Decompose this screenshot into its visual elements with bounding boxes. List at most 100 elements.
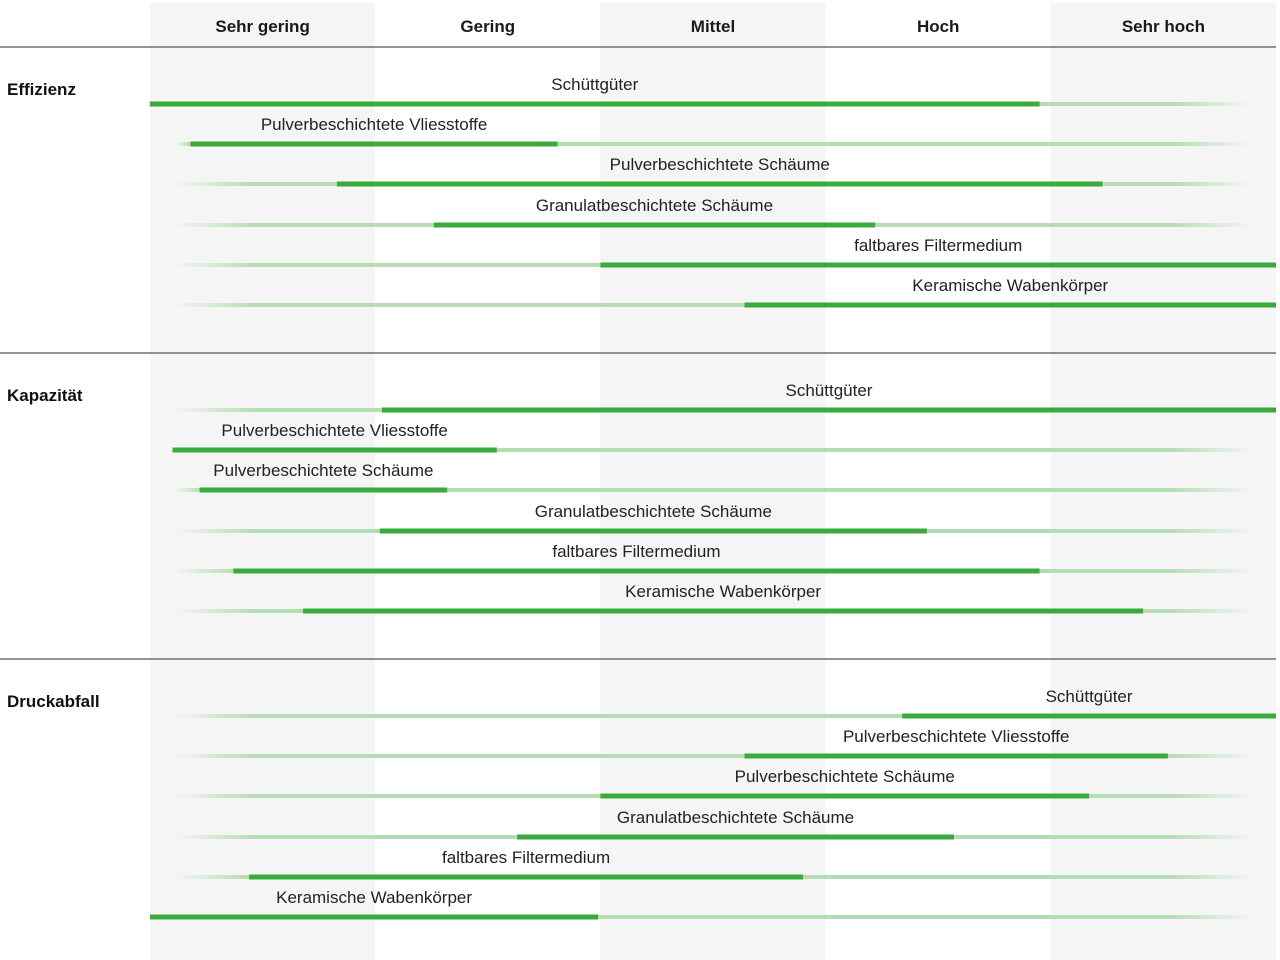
track-fade-left (175, 182, 255, 186)
track-right (926, 529, 1171, 533)
track-fade-right (1171, 794, 1251, 798)
track-fade-left (175, 875, 250, 879)
track-fade-left (175, 263, 255, 267)
range-label: Pulverbeschichtete Vliesstoffe (221, 421, 447, 440)
track-fade-right (1171, 142, 1251, 146)
track-left (255, 609, 304, 613)
range-label: Granulatbeschichtete Schäume (535, 502, 772, 521)
track-right (598, 915, 1171, 919)
track-fade-left (175, 529, 255, 533)
range-bar (744, 302, 1276, 308)
track-fade-left (175, 488, 200, 492)
range-bar (517, 834, 954, 840)
metric-group: Druckabfall Schüttgüter Pulverbeschichtete… (7, 687, 1276, 920)
range-label: Granulatbeschichtete Schäume (617, 808, 854, 827)
track-left (255, 223, 434, 227)
group-label: Effizienz (7, 80, 76, 99)
range-bar (902, 713, 1276, 719)
column-band (150, 3, 376, 960)
track-fade-right (1171, 448, 1251, 452)
range-bar (172, 447, 497, 453)
track-fade-right (1171, 102, 1251, 106)
track-fade-left (175, 142, 191, 146)
track-fade-right (1171, 754, 1251, 758)
metric-group: Effizienz Schüttgüter Pulverbeschichtete V… (7, 75, 1276, 308)
range-label: Pulverbeschichtete Vliesstoffe (261, 115, 487, 134)
track-fade-right (1171, 835, 1251, 839)
track-right (1102, 182, 1171, 186)
range-bar (190, 141, 558, 147)
track-fade-right (1171, 182, 1251, 186)
range-bar (379, 528, 927, 534)
column-band (600, 3, 826, 960)
track-left (255, 529, 380, 533)
range-bar (150, 914, 599, 920)
track-fade-left (175, 714, 255, 718)
range-bar (199, 487, 448, 493)
range-bar (336, 181, 1103, 187)
range-item: Pulverbeschichtete Schäume (175, 461, 1251, 493)
range-item: Pulverbeschichtete Vliesstoffe (175, 727, 1251, 759)
track-right (803, 875, 1171, 879)
range-label: faltbares Filtermedium (442, 848, 610, 867)
column-band (1050, 3, 1276, 960)
range-label: faltbares Filtermedium (854, 236, 1022, 255)
range-item: Keramische Wabenkörper (175, 276, 1276, 308)
track-left (255, 408, 382, 412)
range-bar (744, 753, 1168, 759)
track-fade-right (1171, 609, 1251, 613)
track-right (557, 142, 1171, 146)
range-label: Schüttgüter (551, 75, 638, 94)
range-item: Keramische Wabenkörper (150, 888, 1251, 920)
range-item: faltbares Filtermedium (175, 236, 1276, 268)
range-label: faltbares Filtermedium (552, 542, 720, 561)
track-fade-left (175, 794, 255, 798)
range-label: Pulverbeschichtete Schäume (735, 767, 955, 786)
track-fade-right (1171, 915, 1251, 919)
range-label: Pulverbeschichtete Vliesstoffe (843, 727, 1069, 746)
track-right (1089, 794, 1171, 798)
track-left (255, 182, 337, 186)
range-bar (249, 874, 804, 880)
track-fade-right (1171, 529, 1251, 533)
track-fade-left (175, 835, 255, 839)
column-header: Hoch (917, 17, 960, 36)
track-fade-left (175, 223, 255, 227)
group-label: Kapazität (7, 386, 83, 405)
track-right (953, 835, 1171, 839)
range-item: Pulverbeschichtete Schäume (175, 155, 1251, 187)
track-fade-left (175, 303, 255, 307)
range-label: Keramische Wabenkörper (625, 582, 821, 601)
range-label: Pulverbeschichtete Schäume (213, 461, 433, 480)
range-item: Keramische Wabenkörper (175, 582, 1251, 614)
track-fade-left (175, 754, 255, 758)
range-item: faltbares Filtermedium (175, 542, 1251, 574)
range-item: Granulatbeschichtete Schäume (175, 196, 1251, 228)
track-right (1167, 754, 1171, 758)
track-fade-right (1171, 569, 1251, 573)
range-item: faltbares Filtermedium (175, 848, 1251, 880)
range-bar (433, 222, 876, 228)
track-left (255, 835, 518, 839)
range-item: Pulverbeschichtete Vliesstoffe (172, 421, 1251, 453)
range-item: Pulverbeschichtete Vliesstoffe (175, 115, 1251, 147)
metric-group: Kapazität Schüttgüter Pulverbeschichtete V… (7, 381, 1276, 614)
range-label: Keramische Wabenkörper (912, 276, 1108, 295)
column-header: Mittel (691, 17, 735, 36)
range-bar (600, 793, 1090, 799)
track-right (447, 488, 1171, 492)
range-bar (233, 568, 1040, 574)
track-right (496, 448, 1172, 452)
column-header: Gering (460, 17, 515, 36)
track-left (255, 794, 601, 798)
track-fade-left (175, 609, 255, 613)
track-fade-left (175, 569, 234, 573)
range-label: Pulverbeschichtete Schäume (610, 155, 830, 174)
range-bar (381, 407, 1276, 413)
range-item: Schüttgüter (175, 381, 1276, 413)
group-label: Druckabfall (7, 692, 100, 711)
range-bar (150, 101, 1040, 107)
range-item: Granulatbeschichtete Schäume (175, 808, 1251, 840)
track-fade-right (1171, 488, 1251, 492)
